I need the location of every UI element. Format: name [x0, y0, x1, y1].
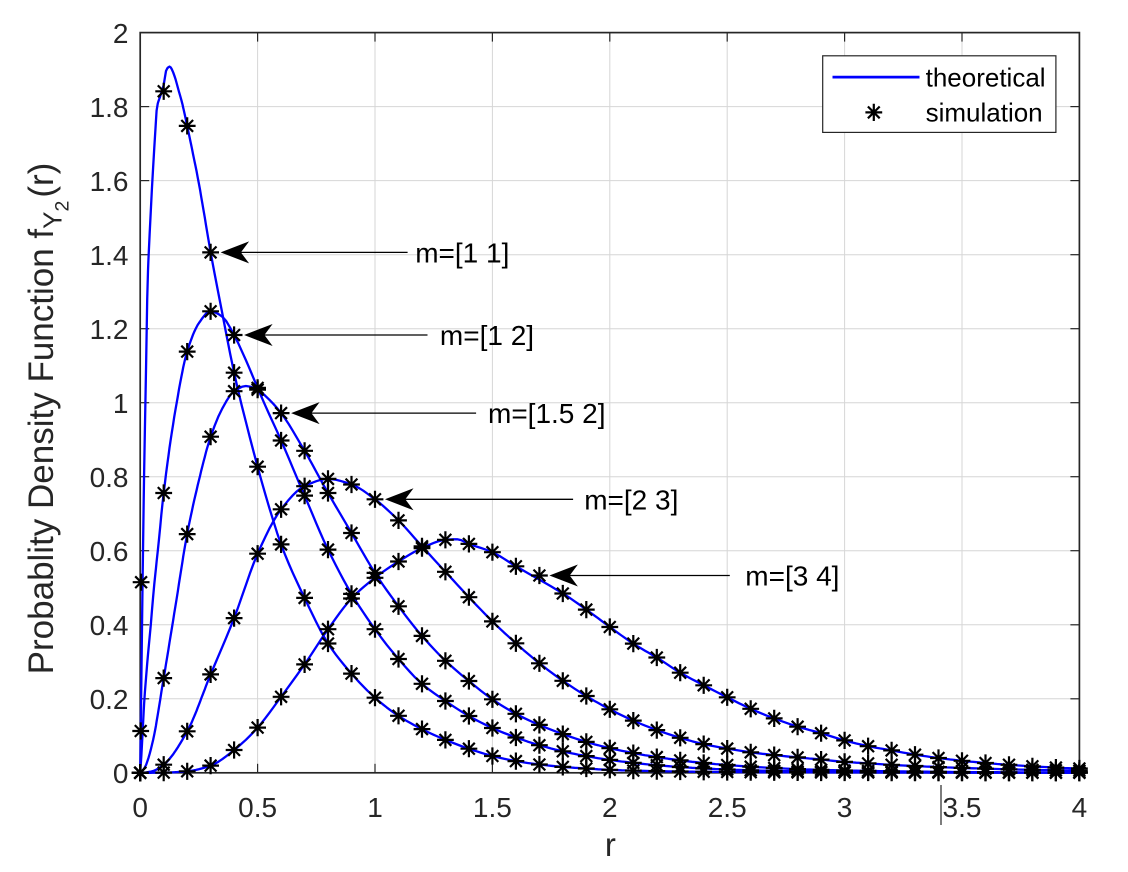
- svg-text:0: 0: [113, 758, 129, 789]
- svg-text:1.8: 1.8: [90, 92, 129, 123]
- svg-text:0.6: 0.6: [90, 536, 129, 567]
- svg-text:1: 1: [113, 388, 129, 419]
- svg-text:r: r: [605, 826, 616, 863]
- svg-text:4: 4: [1072, 792, 1088, 823]
- svg-text:1.6: 1.6: [90, 166, 129, 197]
- svg-text:1: 1: [367, 792, 383, 823]
- svg-text:m=[2 3]: m=[2 3]: [584, 484, 678, 515]
- svg-text:0.4: 0.4: [90, 610, 129, 641]
- svg-text:1.4: 1.4: [90, 240, 129, 271]
- svg-text:m=[1 2]: m=[1 2]: [440, 320, 534, 351]
- svg-text:1.2: 1.2: [90, 314, 129, 345]
- svg-text:1.5: 1.5: [473, 792, 512, 823]
- svg-text:0: 0: [132, 792, 148, 823]
- svg-text:2: 2: [113, 18, 129, 49]
- svg-text:3: 3: [837, 792, 853, 823]
- svg-text:m=[1 1]: m=[1 1]: [415, 237, 509, 268]
- svg-text:theoretical: theoretical: [926, 62, 1046, 92]
- svg-text:2: 2: [602, 792, 618, 823]
- svg-text:m=[3 4]: m=[3 4]: [745, 561, 839, 592]
- svg-text:0.5: 0.5: [238, 792, 277, 823]
- svg-text:simulation: simulation: [926, 98, 1043, 128]
- svg-text:2.5: 2.5: [708, 792, 747, 823]
- svg-text:0.8: 0.8: [90, 462, 129, 493]
- svg-text:3.5: 3.5: [943, 792, 982, 823]
- svg-text:0.2: 0.2: [90, 684, 129, 715]
- svg-text:m=[1.5 2]: m=[1.5 2]: [488, 398, 606, 429]
